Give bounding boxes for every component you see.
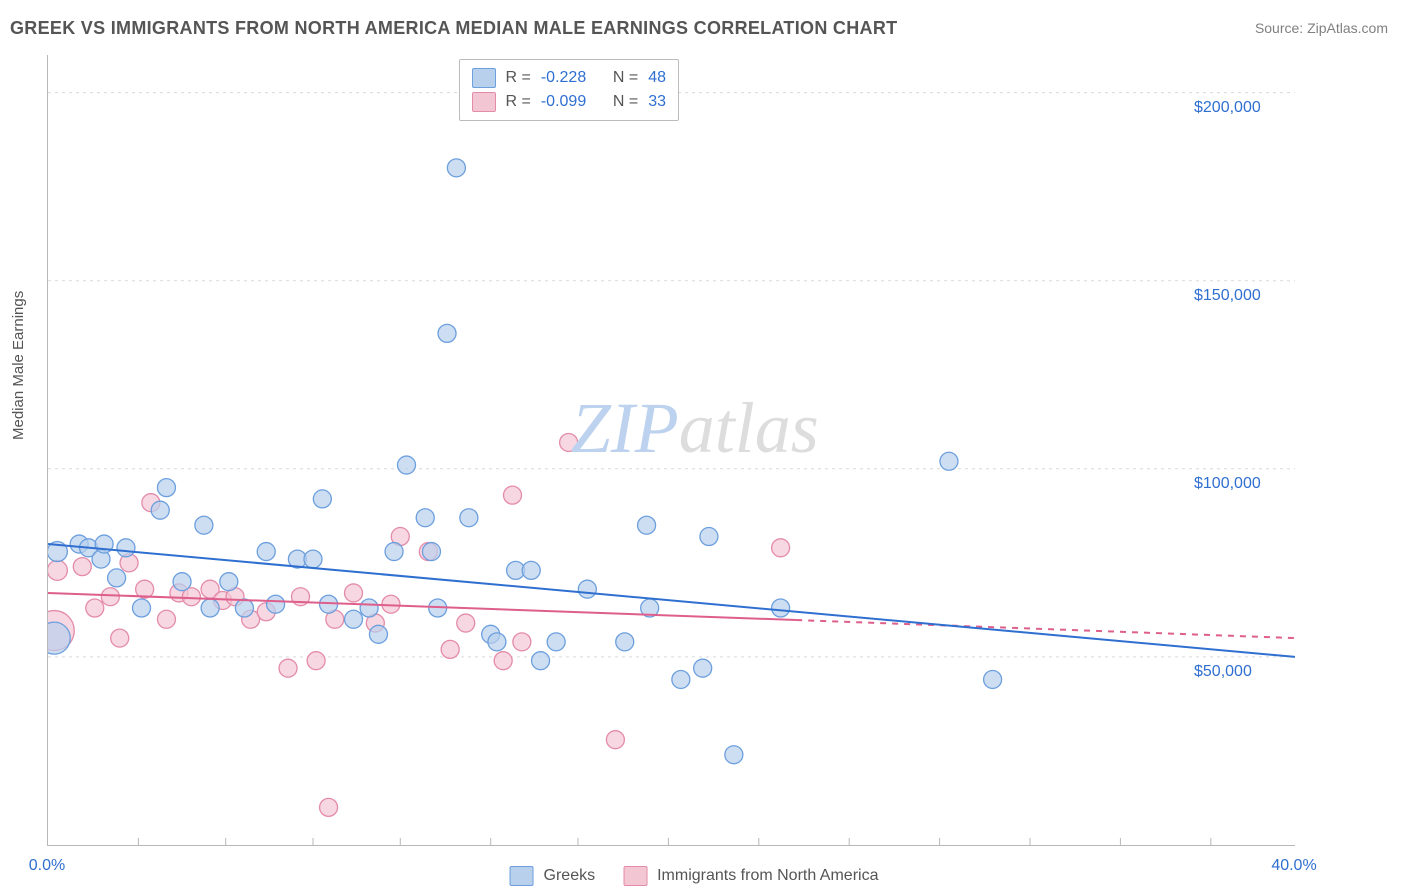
legend-swatch [472,92,496,112]
legend-n-label: N = [613,66,638,90]
data-point [606,731,624,749]
chart-title: GREEK VS IMMIGRANTS FROM NORTH AMERICA M… [10,18,897,39]
data-point [772,539,790,557]
data-point [532,652,550,670]
data-point [494,652,512,670]
legend-row: R = -0.228 N = 48 [472,66,666,90]
legend-n-value: 48 [648,66,666,90]
data-point [694,659,712,677]
source-attribution: Source: ZipAtlas.com [1255,20,1388,36]
chart-container: GREEK VS IMMIGRANTS FROM NORTH AMERICA M… [0,0,1406,892]
legend-swatch [472,68,496,88]
data-point [235,599,253,617]
data-point [360,599,378,617]
data-point [279,659,297,677]
data-point [108,569,126,587]
data-point [772,599,790,617]
data-point [345,610,363,628]
data-point [101,588,119,606]
data-point [488,633,506,651]
data-point [173,573,191,591]
data-point [672,670,690,688]
legend-n-value: 33 [648,90,666,114]
data-point [578,580,596,598]
data-point [638,516,656,534]
data-point [151,501,169,519]
data-point [725,746,743,764]
data-point [304,550,322,568]
data-point [513,633,531,651]
data-point [157,610,175,628]
data-point [195,516,213,534]
data-point [133,599,151,617]
data-point [447,159,465,177]
data-point [369,625,387,643]
data-point [940,452,958,470]
data-point [460,509,478,527]
legend-r-value: -0.099 [541,90,603,114]
data-point [345,584,363,602]
data-point [457,614,475,632]
y-tick-label: $100,000 [1194,475,1304,493]
source-link[interactable]: ZipAtlas.com [1307,20,1388,36]
data-point [547,633,565,651]
data-point [157,479,175,497]
legend-series-label: Greeks [544,867,596,885]
data-point [504,486,522,504]
data-point [86,599,104,617]
legend-r-value: -0.228 [541,66,603,90]
data-point [700,528,718,546]
y-axis-label: Median Male Earnings [10,291,27,440]
scatter-plot [47,55,1295,846]
data-point [47,560,67,580]
data-point [398,456,416,474]
legend-swatch [623,866,647,886]
legend-row: R = -0.099 N = 33 [472,90,666,114]
data-point [416,509,434,527]
data-point [111,629,129,647]
legend-series-label: Immigrants from North America [657,867,878,885]
data-point [320,798,338,816]
data-point [984,670,1002,688]
series-legend: Greeks Immigrants from North America [510,866,897,886]
data-point [117,539,135,557]
legend-r-label: R = [506,66,531,90]
y-tick-label: $150,000 [1194,287,1304,305]
data-point [307,652,325,670]
x-tick-label: 0.0% [29,857,65,875]
x-tick-label: 40.0% [1271,857,1316,875]
legend-n-label: N = [613,90,638,114]
legend-r-label: R = [506,90,531,114]
y-tick-label: $200,000 [1194,99,1304,117]
y-tick-label: $50,000 [1194,663,1304,681]
data-point [441,640,459,658]
correlation-legend: R = -0.228 N = 48 R = -0.099 N = 33 [459,59,679,121]
data-point [267,595,285,613]
data-point [616,633,634,651]
data-point [422,543,440,561]
data-point [257,543,275,561]
data-point [220,573,238,591]
trend-line-extrapolated [796,620,1295,638]
data-point [438,324,456,342]
data-point [560,433,578,451]
data-point [522,561,540,579]
data-point [385,543,403,561]
data-point [73,558,91,576]
legend-swatch [510,866,534,886]
source-prefix: Source: [1255,20,1307,36]
data-point [201,599,219,617]
data-point [313,490,331,508]
